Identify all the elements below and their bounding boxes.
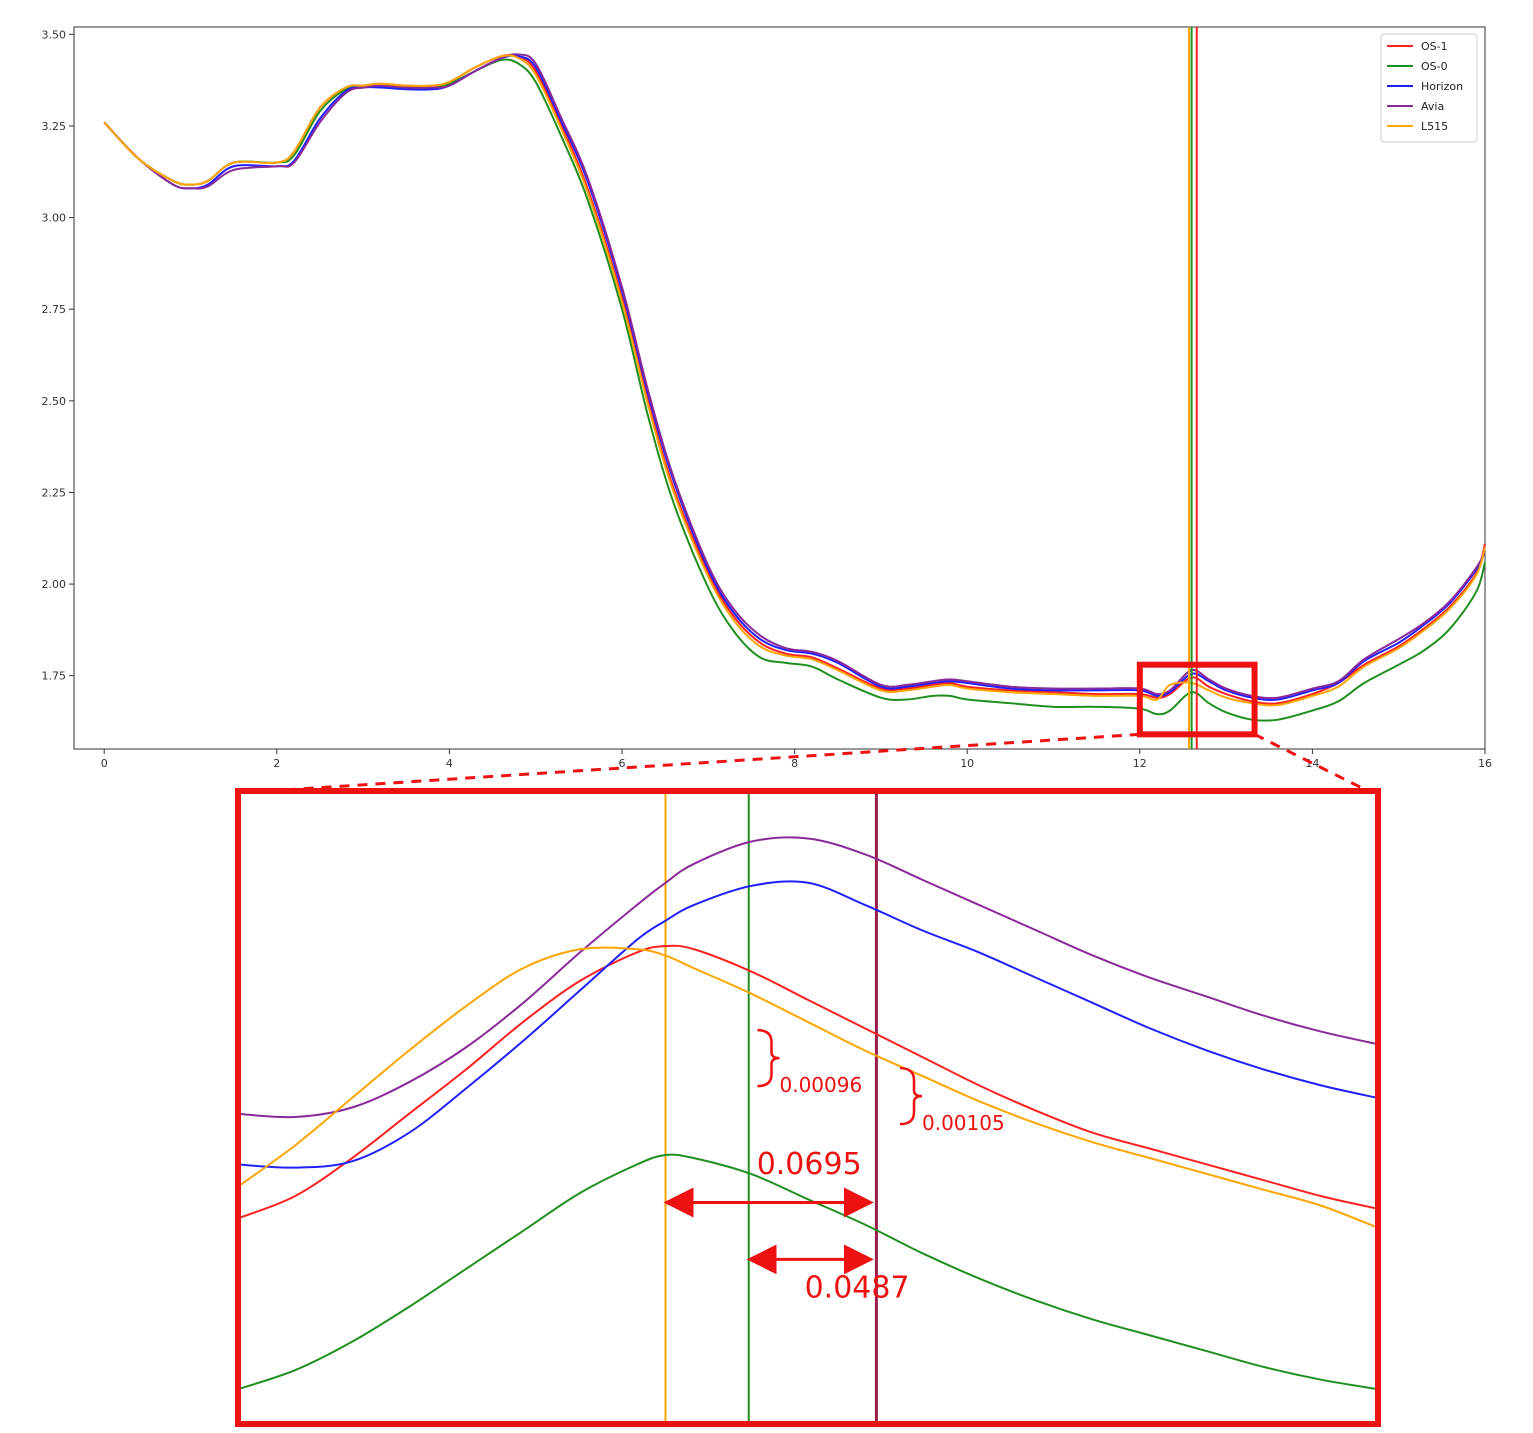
y-tick-label: 2.25 — [42, 486, 67, 499]
series-line-l515 — [103, 54, 1486, 707]
zoom-series-line-os-1 — [238, 944, 1378, 1220]
y-tick-label: 3.00 — [42, 212, 67, 225]
series-line-os-1 — [103, 53, 1486, 705]
zoom-connector-lines — [267, 732, 1369, 793]
zoom-chart: 0.00096 0.00105 0.0695 0.0487 — [235, 788, 1381, 1427]
x-tick-label: 4 — [446, 757, 453, 770]
main-plot-frame — [73, 26, 1486, 750]
x-tick-label: 12 — [1133, 757, 1147, 770]
x-tick-label: 10 — [960, 757, 974, 770]
main-vertical-lines — [1187, 27, 1198, 749]
x-tick-label: 14 — [1305, 757, 1319, 770]
legend-label-os-1: OS-1 — [1421, 40, 1448, 53]
main-y-ticks: 1.75 2.00 2.25 2.50 2.75 3.00 3.25 3.50 — [42, 28, 74, 683]
zoom-series-line-os-0 — [238, 1153, 1378, 1391]
annotation-label-4: 0.0487 — [805, 1270, 910, 1305]
y-tick-label: 3.25 — [42, 120, 67, 133]
zoom-annotations: 0.00096 0.00105 0.0695 0.0487 — [663, 1028, 1005, 1305]
main-chart: 0 2 4 6 8 10 12 14 16 1.75 2.00 2.25 2.50 2.75 3.00 3.… — [42, 26, 1492, 770]
zoom-vertical-lines — [664, 791, 878, 1424]
connector-right — [1253, 732, 1369, 793]
y-tick-label: 2.00 — [42, 578, 67, 591]
annotation-label-2: 0.00105 — [922, 1111, 1005, 1135]
zoom-series-line-avia — [238, 836, 1378, 1119]
zoom-series-line-l515 — [238, 946, 1378, 1229]
brace-1 — [757, 1028, 780, 1088]
connector-left — [267, 732, 1140, 793]
legend-label-horizon: Horizon — [1421, 80, 1463, 93]
x-tick-label: 16 — [1478, 757, 1492, 770]
main-x-ticks: 0 2 4 6 8 10 12 14 16 — [101, 749, 1492, 770]
annotation-label-1: 0.00096 — [780, 1073, 863, 1097]
legend-label-avia: Avia — [1421, 100, 1444, 113]
x-tick-label: 0 — [101, 757, 108, 770]
x-tick-label: 6 — [619, 757, 626, 770]
series-line-horizon — [103, 54, 1486, 701]
x-tick-label: 2 — [273, 757, 280, 770]
legend-box — [1380, 33, 1478, 143]
zoom-highlight-box — [1136, 661, 1258, 738]
y-tick-label: 1.75 — [42, 670, 67, 683]
x-tick-label: 8 — [791, 757, 798, 770]
series-line-os-0 — [103, 58, 1486, 722]
y-tick-label: 2.75 — [42, 303, 67, 316]
main-series-group — [103, 53, 1486, 722]
series-line-avia — [103, 53, 1486, 700]
y-tick-label: 3.50 — [42, 28, 67, 41]
zoom-series-line-horizon — [238, 880, 1378, 1169]
legend: OS-1 OS-0 Horizon Avia L515 — [1380, 33, 1478, 143]
annotation-label-3: 0.0695 — [757, 1147, 862, 1182]
y-tick-label: 2.50 — [42, 395, 67, 408]
zoom-frame — [235, 788, 1381, 1427]
legend-label-os-0: OS-0 — [1421, 60, 1448, 73]
zoom-series-group — [238, 836, 1378, 1391]
legend-label-l515: L515 — [1421, 120, 1448, 133]
brace-2 — [899, 1066, 923, 1126]
